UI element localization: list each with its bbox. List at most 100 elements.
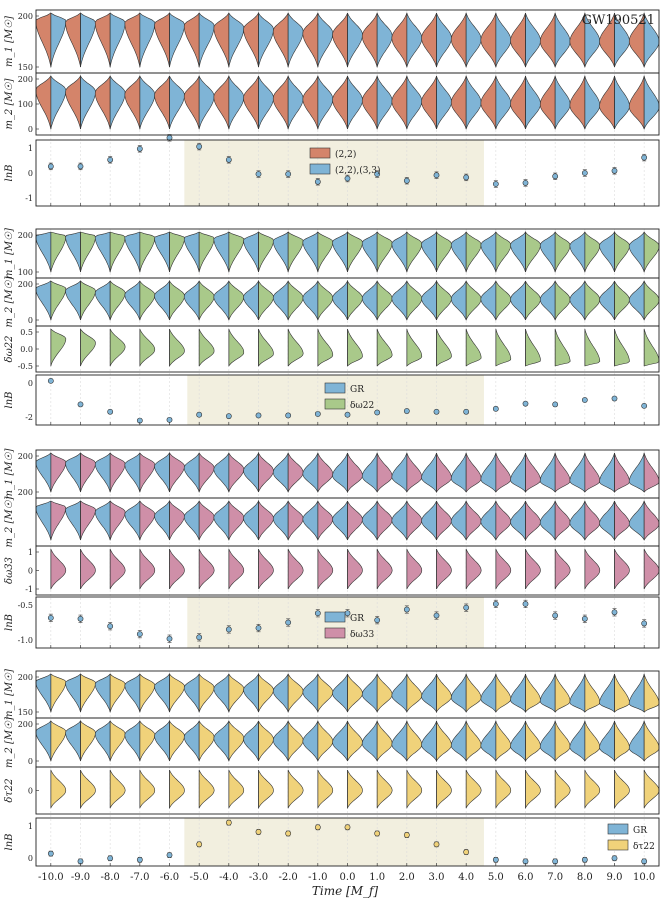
violin-right — [258, 548, 274, 590]
violin-left — [421, 279, 437, 321]
x-tick-label: 6.0 — [518, 872, 534, 883]
violin-right — [643, 673, 660, 713]
violin-left — [421, 12, 437, 68]
violin-right — [258, 672, 274, 713]
violin-left — [65, 720, 81, 762]
violin-left — [124, 75, 141, 130]
violin-left — [332, 673, 348, 713]
violin-right — [495, 75, 512, 130]
violin-left — [539, 280, 556, 321]
y-tick-label: 150 — [18, 63, 33, 72]
violin-right — [554, 673, 571, 713]
violin-right — [347, 673, 363, 713]
violin-right — [406, 280, 423, 321]
violin-left — [421, 231, 437, 273]
violin-right — [139, 548, 156, 590]
violin-left — [391, 673, 408, 713]
violin-right — [169, 12, 185, 68]
violin-left — [94, 500, 111, 541]
violin-left — [302, 75, 319, 130]
lnb-point — [255, 829, 262, 835]
lnb-point — [225, 626, 232, 633]
y-axis-label: m_2 [M☉] — [4, 717, 15, 768]
violin-left — [539, 452, 556, 493]
violin-right — [169, 673, 185, 713]
violin-right — [228, 328, 245, 367]
violin-left — [539, 231, 556, 273]
y-tick-label: 0 — [28, 567, 33, 576]
violin-left — [272, 673, 289, 713]
violin-right — [287, 75, 304, 130]
x-tick-label: 10.0 — [633, 872, 655, 883]
legend-swatch — [324, 611, 346, 623]
lnb-point — [225, 413, 232, 420]
violin-right — [347, 12, 363, 68]
violin-left — [243, 499, 259, 541]
violin-right — [80, 769, 96, 810]
violin-right — [287, 673, 304, 713]
violin-left — [569, 673, 586, 713]
violin-left — [628, 673, 646, 713]
lnb-point — [552, 401, 559, 408]
violin-left — [569, 231, 586, 273]
violin-right — [525, 12, 541, 68]
lnb-point — [611, 855, 618, 862]
lnb-point — [492, 856, 499, 863]
y-tick-label: -1 — [25, 585, 33, 594]
violin-right — [495, 452, 512, 493]
y-tick-label: 100 — [18, 268, 33, 277]
violin-left — [35, 452, 52, 493]
violin-left — [480, 75, 497, 130]
violin-left — [272, 231, 290, 273]
y-tick-label: 200 — [18, 673, 33, 682]
legend-label: GR — [350, 385, 364, 395]
violin-right — [169, 500, 185, 541]
violin-left — [332, 12, 348, 68]
violin-right — [198, 769, 215, 809]
violin-left — [539, 673, 556, 713]
violin-left — [569, 75, 586, 130]
x-tick-label: -9.0 — [71, 872, 90, 883]
lnb-tick-label: -1.0 — [18, 636, 33, 645]
y-axis-label: m_2 [M☉] — [4, 78, 15, 129]
violin-right — [109, 328, 126, 367]
violin-left — [183, 500, 200, 541]
violin-right — [465, 231, 482, 273]
violin-right — [258, 769, 274, 810]
violin-left — [539, 500, 556, 541]
violin-right — [436, 279, 452, 321]
lnb-point — [107, 408, 114, 415]
violin-right — [347, 328, 363, 367]
lnb-tick-label: 0 — [28, 379, 33, 388]
lnb-point — [107, 156, 114, 163]
violin-right — [643, 500, 660, 541]
lnb-point — [492, 181, 499, 187]
violin-left — [65, 500, 81, 541]
violin-right — [643, 720, 660, 762]
violin-right — [198, 720, 215, 762]
violin-left — [35, 75, 52, 130]
violin-right — [49, 673, 67, 713]
violin-right — [495, 328, 512, 367]
violin-right — [465, 673, 482, 713]
violin-right — [80, 12, 96, 68]
violin-left — [124, 452, 141, 493]
x-tick-label: 7.0 — [547, 872, 563, 883]
legend-swatch — [607, 823, 629, 835]
violin-right — [436, 231, 452, 273]
violin-right — [109, 280, 126, 321]
violin-right — [584, 720, 601, 762]
lnb-point — [314, 178, 321, 185]
lnb-point — [581, 397, 588, 403]
violin-left — [124, 280, 141, 321]
violin-right — [554, 12, 571, 68]
violin-left — [243, 451, 259, 493]
violin-left — [272, 720, 289, 762]
violin-left — [361, 231, 378, 273]
violin-right — [258, 328, 274, 367]
violin-left — [450, 452, 467, 493]
violin-left — [628, 231, 645, 273]
violin-right — [317, 720, 334, 762]
x-axis-label: Time [M_f] — [312, 884, 379, 898]
